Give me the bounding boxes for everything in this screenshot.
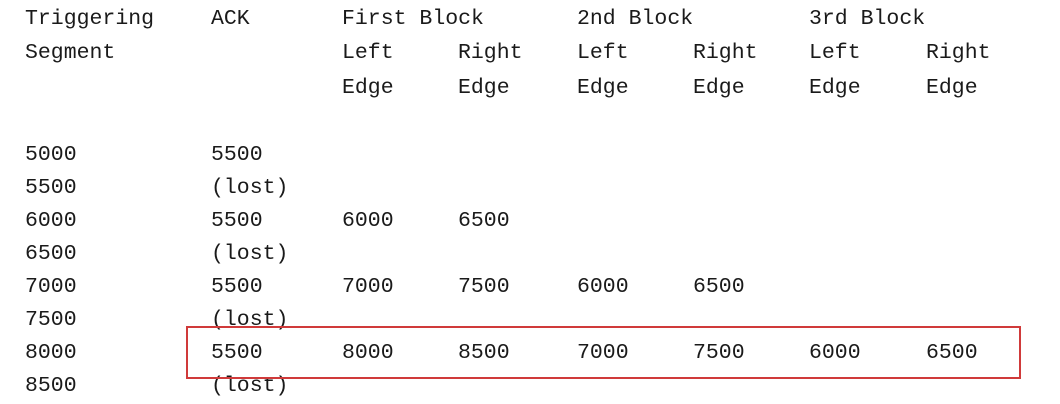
- header-third-block: 3rd Block: [809, 7, 926, 31]
- header-first-right-edge: Edge: [458, 76, 510, 100]
- cell-first-left-edge: 7000: [342, 275, 394, 299]
- header-third-left-edge: Edge: [809, 76, 861, 100]
- cell-triggering-segment: 8500: [25, 374, 77, 398]
- cell-first-left-edge: 8000: [342, 341, 394, 365]
- cell-ack: (lost): [211, 308, 289, 332]
- header-segment: Segment: [25, 41, 116, 65]
- cell-ack: 5500: [211, 209, 263, 233]
- header-third-left: Left: [809, 41, 861, 65]
- cell-ack: (lost): [211, 242, 289, 266]
- cell-ack: 5500: [211, 341, 263, 365]
- header-second-right: Right: [693, 41, 758, 65]
- cell-triggering-segment: 6000: [25, 209, 77, 233]
- header-ack: ACK: [211, 7, 250, 31]
- header-triggering: Triggering: [25, 7, 155, 31]
- cell-ack: 5500: [211, 143, 263, 167]
- header-first-block: First Block: [342, 7, 484, 31]
- cell-triggering-segment: 7500: [25, 308, 77, 332]
- cell-second-left-edge: 7000: [577, 341, 629, 365]
- cell-third-right-edge: 6500: [926, 341, 978, 365]
- cell-triggering-segment: 6500: [25, 242, 77, 266]
- header-second-right-edge: Edge: [693, 76, 745, 100]
- header-first-right: Right: [458, 41, 523, 65]
- cell-ack: 5500: [211, 275, 263, 299]
- cell-ack: (lost): [211, 374, 289, 398]
- cell-triggering-segment: 5000: [25, 143, 77, 167]
- header-second-left-edge: Edge: [577, 76, 629, 100]
- cell-first-right-edge: 7500: [458, 275, 510, 299]
- cell-second-left-edge: 6000: [577, 275, 629, 299]
- cell-triggering-segment: 8000: [25, 341, 77, 365]
- header-second-left: Left: [577, 41, 629, 65]
- cell-triggering-segment: 5500: [25, 176, 77, 200]
- header-first-left: Left: [342, 41, 394, 65]
- cell-second-right-edge: 6500: [693, 275, 745, 299]
- header-third-right-edge: Edge: [926, 76, 978, 100]
- cell-triggering-segment: 7000: [25, 275, 77, 299]
- cell-first-right-edge: 8500: [458, 341, 510, 365]
- header-third-right: Right: [926, 41, 991, 65]
- cell-ack: (lost): [211, 176, 289, 200]
- cell-third-left-edge: 6000: [809, 341, 861, 365]
- cell-first-left-edge: 6000: [342, 209, 394, 233]
- header-first-left-edge: Edge: [342, 76, 394, 100]
- cell-second-right-edge: 7500: [693, 341, 745, 365]
- header-second-block: 2nd Block: [577, 7, 694, 31]
- cell-first-right-edge: 6500: [458, 209, 510, 233]
